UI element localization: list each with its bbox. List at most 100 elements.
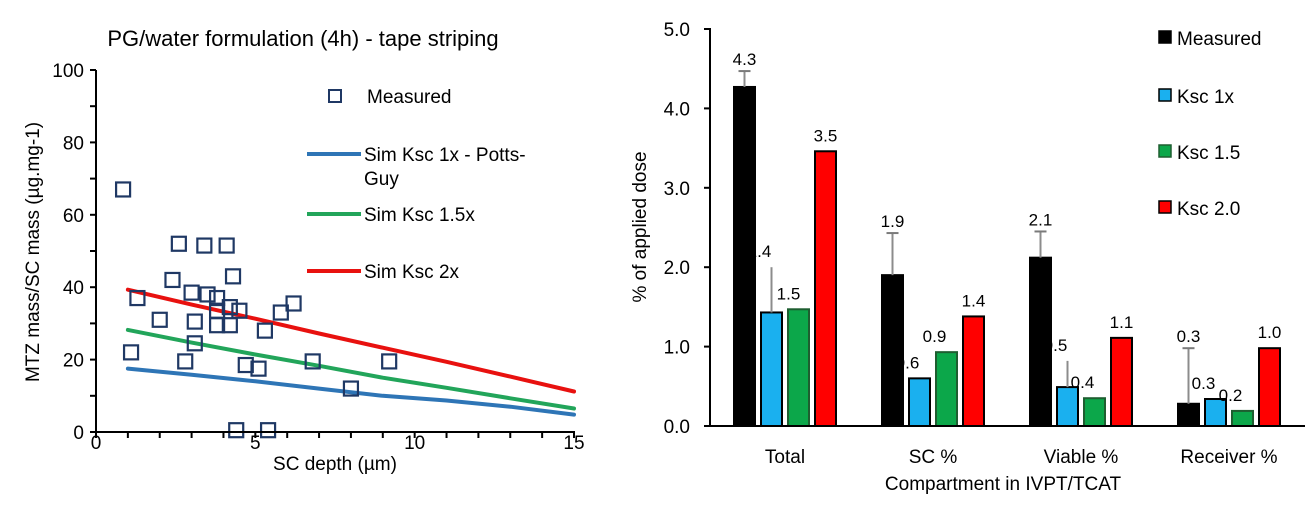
bar-value-label: 1.4	[962, 291, 986, 310]
data-point-measured	[224, 268, 242, 285]
bar-value-label: 1.9	[881, 212, 905, 231]
data-point-measured	[381, 353, 398, 370]
legend-swatch-ksc-1x	[1158, 88, 1172, 102]
data-point-measured	[151, 311, 168, 328]
bar-receiver-measured	[1177, 402, 1200, 428]
legend-label-sim-ksc-1.5x: Sim Ksc 1.5x	[364, 205, 475, 226]
y-tick-label: 2.0	[664, 258, 690, 279]
data-point-measured	[208, 317, 226, 334]
bar-ticks: 0.0 1.0 2.0 3.0 4.0 5.0	[664, 20, 710, 438]
legend-item-measured: Measured	[1158, 29, 1262, 50]
bar-value-label: 1.5	[777, 284, 801, 303]
bar-total-ksc-1.5	[787, 308, 810, 428]
bar-value-label: 2.1	[1029, 210, 1053, 229]
bar-value-label: 0.6	[896, 353, 920, 372]
data-point-measured	[183, 284, 200, 301]
data-point-measured	[218, 237, 235, 254]
y-tick-label: 60	[63, 206, 84, 227]
data-point-measured	[177, 353, 194, 370]
data-point-measured	[196, 237, 213, 254]
bar-chart: 0.0 1.0 2.0 3.0 4.0 5.0 4.3 1.4 1.5 3.5 1.9 0.60.9…	[630, 20, 1305, 495]
legend-swatch-ksc-2.0	[1158, 200, 1172, 214]
y-tick-label: 100	[52, 61, 84, 82]
bar-sc-ksc-2.0	[962, 315, 985, 428]
legend-item-ksc-1x: Ksc 1x	[1158, 87, 1235, 108]
scatter-y-axis-label: MTZ mass/SC mass (µg.mg-1)	[23, 122, 44, 382]
x-tick-label: 5	[250, 433, 261, 454]
data-point-measured	[208, 289, 226, 307]
series-line-sim-ksc-2x	[125, 287, 576, 394]
bar-viable-ksc-1.5	[1083, 397, 1106, 427]
data-point-measured	[342, 380, 360, 397]
legend-label-ksc-1.5: Ksc 1.5	[1177, 143, 1240, 164]
bar-value-label: 1.1	[1110, 313, 1134, 332]
bar-sc-measured	[881, 274, 904, 428]
y-tick-label: 80	[63, 133, 84, 154]
bar-error-bars	[738, 70, 1195, 404]
data-point-measured	[304, 353, 321, 370]
y-tick-label: 1.0	[664, 338, 690, 359]
x-tick-label: 15	[563, 433, 584, 454]
legend-label-measured: Measured	[1177, 29, 1262, 50]
data-point-measured	[221, 317, 238, 334]
data-point-measured	[228, 422, 245, 439]
data-point-measured	[114, 181, 132, 198]
bar-sc-ksc-1x	[908, 377, 931, 427]
bar-value-label: 0.3	[1177, 327, 1201, 346]
category-label-sc: SC %	[909, 447, 958, 468]
y-tick-label: 5.0	[664, 20, 690, 41]
y-tick-label: 20	[63, 351, 84, 372]
bar-receiver-ksc-1.5	[1231, 409, 1254, 428]
bar-total-ksc-2.0	[814, 150, 837, 427]
bar-value-label: 1.0	[1258, 323, 1282, 342]
bar-viable-ksc-2.0	[1110, 336, 1133, 427]
y-tick-label: 40	[63, 278, 84, 299]
legend-item-ksc-1.5: Ksc 1.5	[1158, 143, 1240, 164]
bar-value-label: 0.5	[1044, 336, 1068, 355]
x-tick-label: 0	[91, 433, 102, 454]
y-tick-label: 4.0	[664, 99, 690, 120]
data-point-measured	[272, 304, 289, 321]
legend-item-measured: Measured	[328, 87, 452, 108]
data-point-measured	[221, 299, 238, 316]
data-point-measured	[259, 422, 277, 439]
category-label-total: Total	[765, 447, 805, 468]
data-point-measured	[237, 356, 254, 374]
legend-label-sim-ksc-1x: Sim Ksc 1x - Potts- Guy	[364, 145, 531, 190]
legend-label-measured: Measured	[367, 87, 452, 108]
bar-legend: Measured Ksc 1x Ksc 1.5 Ksc 2.0	[1158, 29, 1262, 220]
data-point-measured	[256, 322, 273, 339]
legend-item-ksc-2.0: Ksc 2.0	[1158, 199, 1240, 220]
bar-value-label: 0.2	[1219, 386, 1243, 405]
data-point-measured	[186, 313, 203, 330]
legend-swatch-measured	[1158, 30, 1172, 44]
scatter-title: PG/water formulation (4h) - tape stripin…	[107, 26, 498, 51]
x-tick-label: 10	[404, 433, 425, 454]
legend-label-ksc-2.0: Ksc 2.0	[1177, 199, 1240, 220]
data-point-measured	[250, 360, 267, 377]
bar-viable-ksc-1x	[1056, 386, 1079, 427]
legend-swatch-ksc-1.5	[1158, 144, 1172, 158]
y-tick-label: 0.0	[664, 417, 690, 438]
scatter-points	[114, 181, 398, 439]
data-point-measured	[186, 335, 203, 352]
y-tick-label: 3.0	[664, 179, 690, 200]
bar-receiver-ksc-2.0	[1258, 347, 1281, 427]
legend-label-ksc-1x: Ksc 1x	[1177, 87, 1235, 108]
bar-x-axis-label: Compartment in IVPT/TCAT	[885, 474, 1122, 495]
bar-value-label: 4.3	[733, 50, 757, 69]
legend-label-sim-ksc-2x: Sim Ksc 2x	[364, 262, 460, 283]
bar-value-label: 0.4	[1071, 373, 1095, 392]
legend-item-sim-ksc-1.5x: Sim Ksc 1.5x	[307, 205, 475, 226]
data-point-measured	[285, 295, 302, 312]
data-point-measured	[199, 286, 216, 303]
bar-data-labels: 4.31.41.53.51.90.60.91.42.10.50.41.10.30…	[733, 50, 1282, 405]
data-point-measured	[164, 271, 181, 289]
legend-marker-measured	[328, 89, 342, 103]
series-line-sim-ksc-1x-potts-guy	[125, 366, 576, 417]
legend-item-sim-ksc-2x: Sim Ksc 2x	[307, 262, 460, 283]
category-label-receiver: Receiver %	[1180, 447, 1277, 468]
data-point-measured	[129, 289, 146, 307]
bar-value-label: 3.5	[814, 126, 838, 145]
